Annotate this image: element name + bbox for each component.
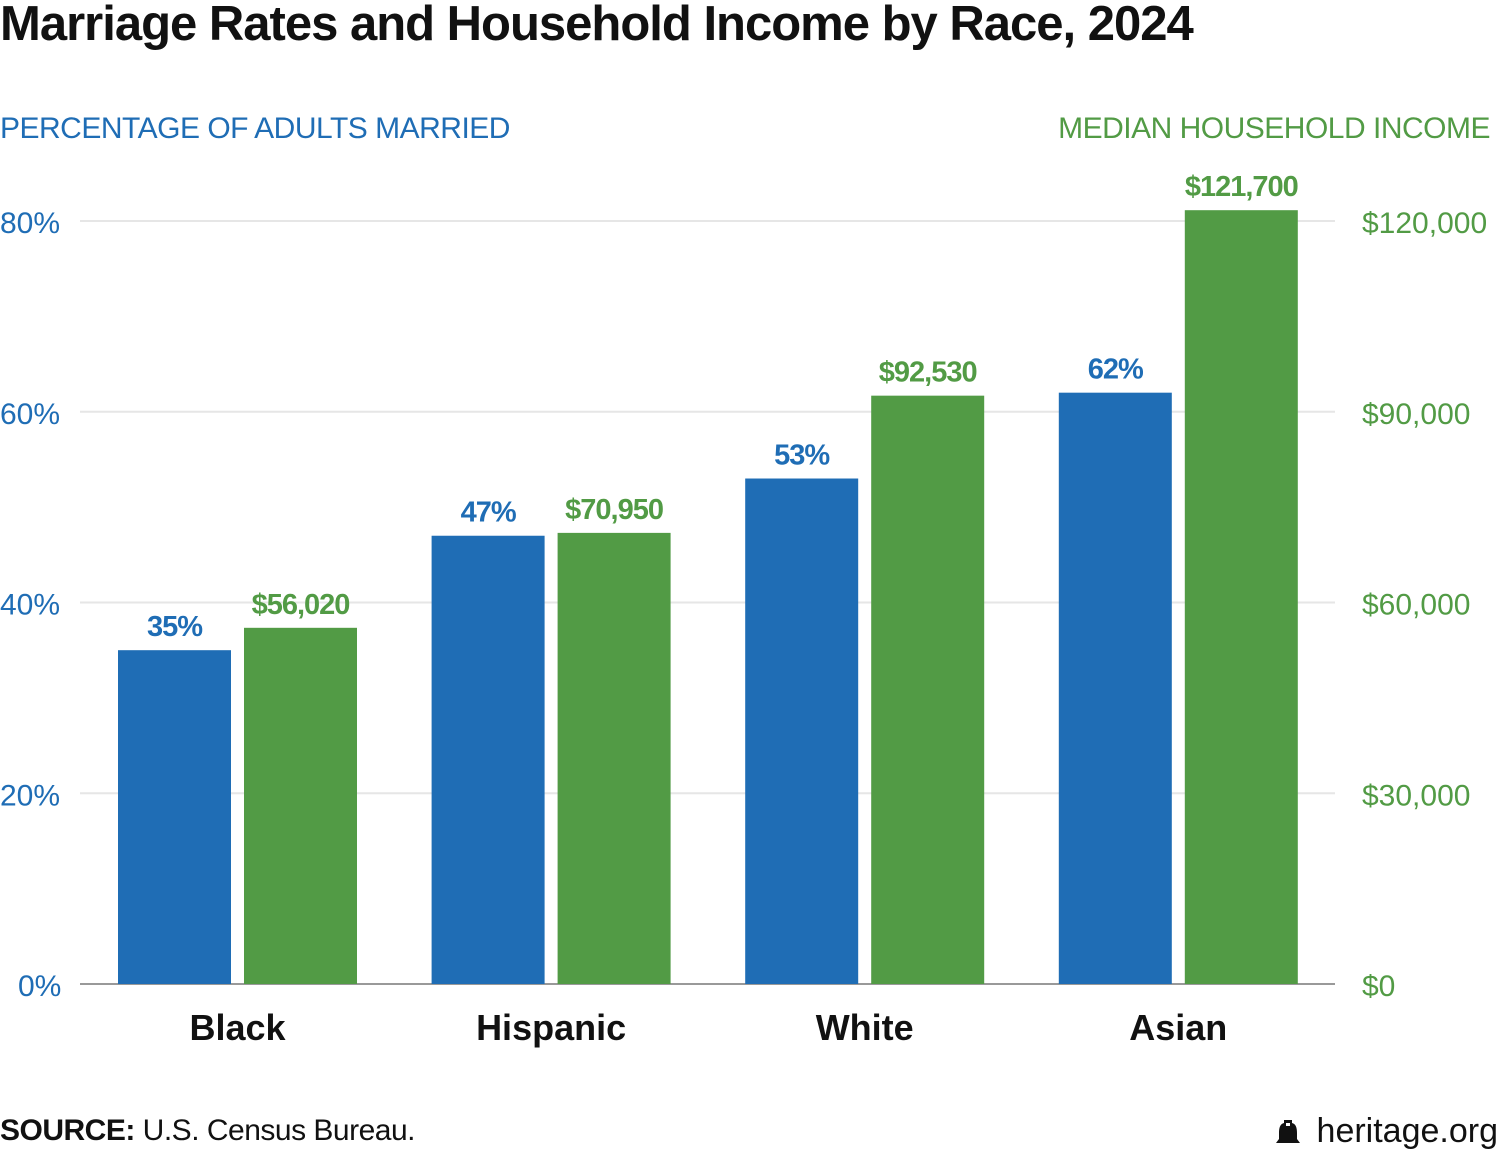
left-tick-label: 0% (18, 970, 61, 1003)
liberty-bell-icon (1275, 1119, 1300, 1143)
right-tick-label: $30,000 (1362, 779, 1470, 812)
right-tick-label: $90,000 (1362, 398, 1470, 431)
source-text: U.S. Census Bureau. (134, 1114, 416, 1147)
left-tick-label: 80% (0, 207, 60, 240)
bar-income (557, 532, 671, 984)
bar-income (871, 395, 985, 984)
data-label: $121,700 (1185, 171, 1298, 203)
left-tick-label: 40% (0, 589, 60, 622)
source-note: SOURCE: U.S. Census Bureau. (0, 1114, 416, 1148)
bar-married (745, 478, 859, 984)
category-label: Asian (1129, 1007, 1227, 1048)
brand-text: heritage.org (1316, 1112, 1498, 1150)
data-label: 35% (147, 611, 203, 643)
left-tick-label: 60% (0, 398, 60, 431)
right-tick-label: $60,000 (1362, 589, 1470, 622)
bar-married (431, 535, 545, 984)
chart-title: Marriage Rates and Household Income by R… (0, 0, 1194, 51)
data-label: $70,950 (565, 494, 663, 526)
data-label: 47% (461, 497, 517, 529)
right-axis-label: MEDIAN HOUSEHOLD INCOME (1058, 112, 1490, 145)
bar-income (244, 627, 357, 984)
right-tick-label: $0 (1362, 970, 1395, 1003)
brand: heritage.org (1275, 1112, 1498, 1151)
data-label: 53% (774, 440, 830, 472)
category-label: White (816, 1007, 914, 1048)
right-tick-label: $120,000 (1362, 207, 1487, 240)
left-tick-label: 20% (0, 779, 60, 812)
category-label: Black (189, 1007, 286, 1048)
data-label: 62% (1088, 354, 1144, 386)
source-label: SOURCE: (0, 1114, 135, 1147)
bar-married (118, 650, 231, 984)
bar-income (1184, 210, 1298, 985)
category-label: Hispanic (476, 1007, 626, 1048)
bar-married (1058, 392, 1172, 984)
data-label: $92,530 (879, 357, 977, 389)
left-axis-label: PERCENTAGE OF ADULTS MARRIED (0, 112, 510, 145)
data-label: $56,020 (252, 589, 350, 621)
